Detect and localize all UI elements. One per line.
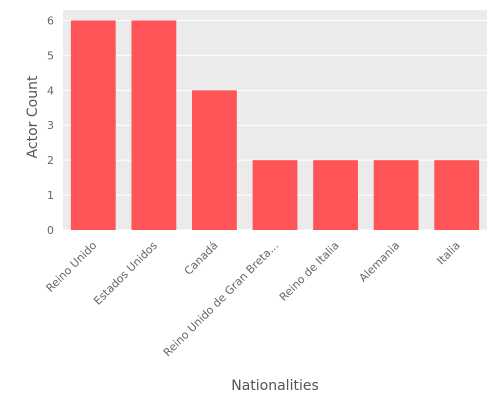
- y-tick-labels: 0 1 2 3 4 5 6: [47, 14, 54, 237]
- y-tick-label: 1: [47, 189, 54, 202]
- bar: [70, 20, 116, 230]
- x-tick-label: Canadá: [182, 239, 221, 278]
- bar: [434, 160, 480, 230]
- y-axis-title: Actor Count: [25, 75, 41, 158]
- x-axis-title: Nationalities: [231, 378, 319, 394]
- x-tick-label: Italia: [434, 239, 462, 267]
- x-tick-label: Reino Unido de Gran Breta...: [161, 239, 281, 359]
- bar: [192, 90, 237, 230]
- y-tick-label: 4: [47, 84, 54, 97]
- bars: [70, 20, 480, 230]
- bar: [131, 20, 177, 230]
- x-tick-label: Alemania: [357, 239, 403, 285]
- bar: [252, 160, 298, 230]
- y-tick-label: 6: [47, 14, 54, 27]
- y-tick-label: 5: [47, 49, 54, 62]
- x-tick-label: Reino de Italia: [277, 239, 342, 304]
- bar: [373, 160, 419, 230]
- y-tick-label: 2: [47, 154, 54, 167]
- y-tick-label: 0: [47, 224, 54, 237]
- x-tick-label: Reino Unido: [44, 239, 100, 295]
- y-tick-label: 3: [47, 119, 54, 132]
- x-tick-label: Estados Unidos: [91, 239, 160, 308]
- bar: [313, 160, 358, 230]
